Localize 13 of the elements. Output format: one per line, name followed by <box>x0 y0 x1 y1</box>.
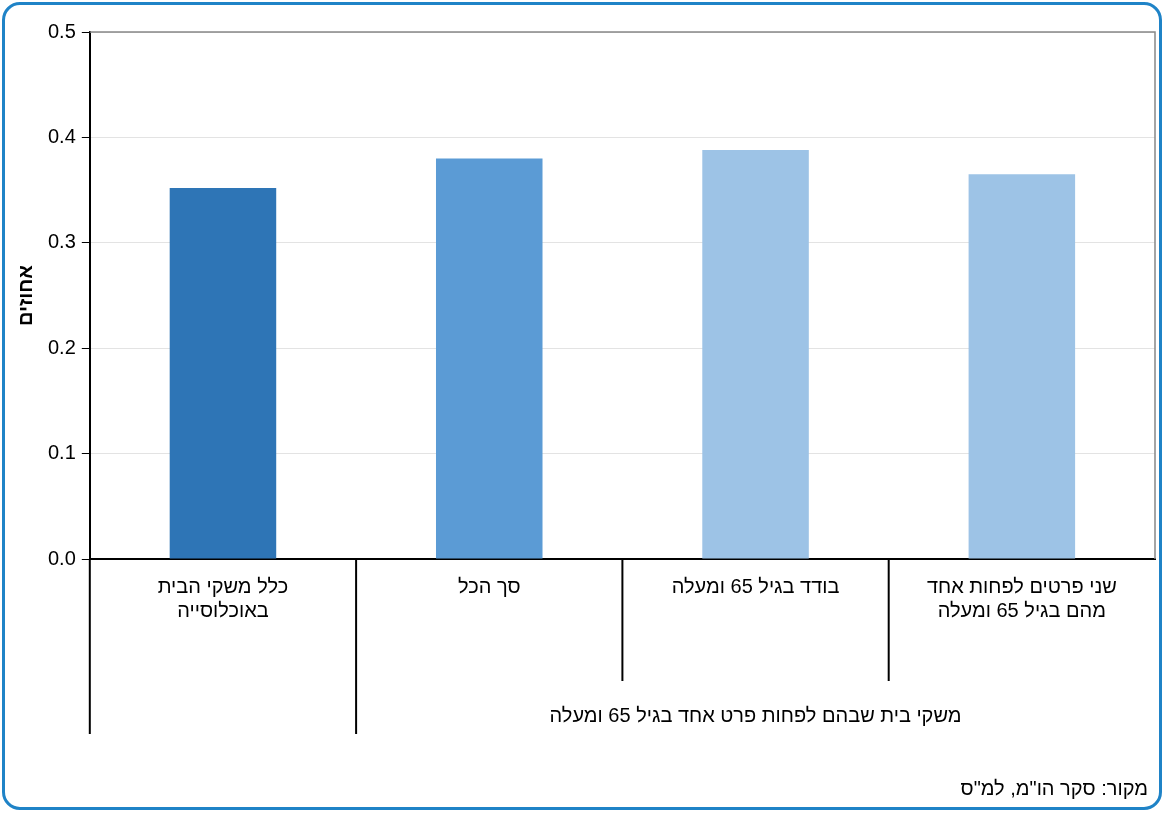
x-tick-label: בודד בגיל 65 ומעלה <box>671 574 840 597</box>
x-tick-label: כלל משקי הבית באוכלוסייה <box>157 574 289 621</box>
text: מקור: סקר הו"מ, למ"ס <box>960 777 1148 799</box>
y-tick-label: 0.0 <box>47 546 76 569</box>
x-tick-label: סך הכל <box>457 574 521 597</box>
y-tick-label: 0.2 <box>47 335 76 358</box>
y-tick-label: 0.3 <box>47 230 76 253</box>
y-tick-label: 0.1 <box>47 441 76 464</box>
text: משקי בית שבהם לפחות פרט אחד בגיל 65 ומעלה <box>549 704 962 726</box>
y-tick-label: 0.4 <box>47 124 76 147</box>
y-axis-title: אחוזים <box>13 264 36 327</box>
x-tick-label: שני פרטים לפחות אחד מהם בגיל 65 ומעלה <box>926 574 1117 621</box>
y-tick-label: 0.5 <box>47 19 76 42</box>
